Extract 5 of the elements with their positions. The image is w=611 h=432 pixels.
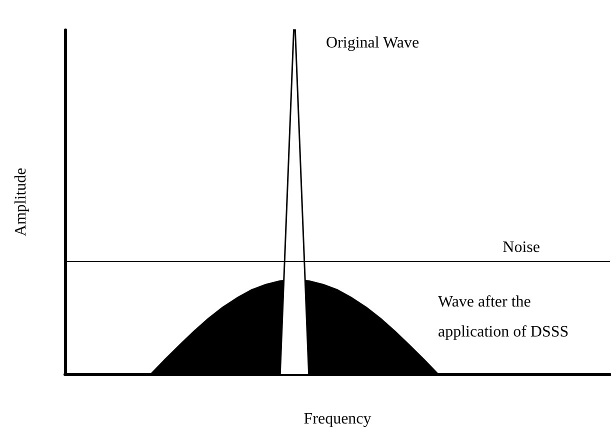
x-axis-title: Frequency: [304, 410, 372, 428]
y-axis-title: Amplitude: [12, 168, 30, 236]
annotation: Original Wave: [326, 34, 420, 52]
annotation: Wave after the application of DSSS: [438, 294, 569, 340]
ref-line-label: Noise: [502, 239, 540, 256]
